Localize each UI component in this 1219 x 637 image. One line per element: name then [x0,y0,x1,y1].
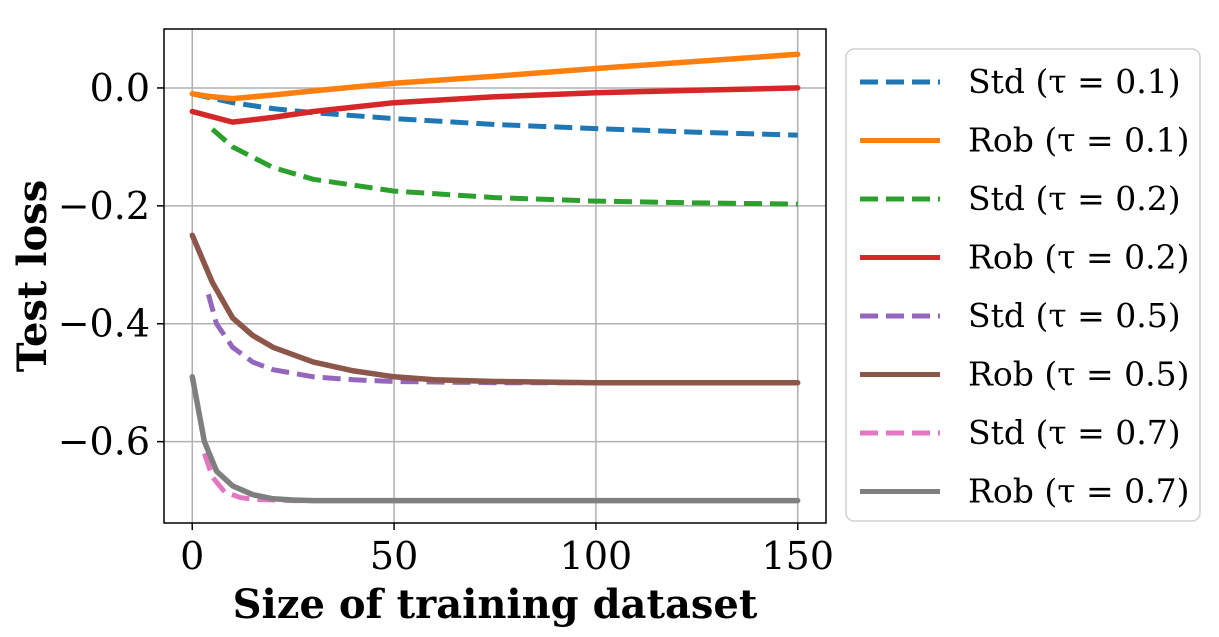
series-line-3 [189,85,801,125]
y-tick-label: −0.6 [58,420,150,464]
y-tick-label: 0.0 [90,66,150,110]
series-line-0 [191,91,798,138]
legend-label: Std (τ = 0.2) [968,179,1181,218]
y-tick-label: −0.2 [58,184,150,228]
x-tick-label: 100 [560,534,633,578]
series-lines [189,51,801,504]
legend-label: Std (τ = 0.5) [968,296,1181,335]
series-line-2 [210,127,798,207]
x-axis-label: Size of training dataset [233,581,758,628]
series-line-7 [189,374,801,504]
legend-label: Std (τ = 0.1) [968,62,1181,101]
plot-frame [163,28,827,524]
legend-box [845,48,1201,522]
series-line-4 [205,293,798,386]
series-line-5 [189,232,801,386]
y-axis-label: Test loss [9,180,56,372]
legend-label: Rob (τ = 0.7) [968,472,1189,511]
x-tick-label: 150 [761,534,834,578]
x-tick-label: 0 [180,534,204,578]
legend-label: Rob (τ = 0.5) [968,355,1189,394]
legend-label: Rob (τ = 0.2) [968,238,1189,277]
y-tick-label: −0.4 [58,302,150,346]
series-line-6 [202,452,798,504]
series-line-1 [189,51,801,102]
legend: Std (τ = 0.1) Rob (τ = 0.1) Std (τ = 0.2) R… [845,48,1201,522]
grid [164,29,826,523]
axis-ticks: 0 50 100 150 0.0 −0.2 −0.4 −0.6 [58,66,834,578]
legend-label: Rob (τ = 0.1) [968,121,1189,160]
legend-label: Std (τ = 0.7) [968,413,1181,452]
x-tick-label: 50 [370,534,418,578]
